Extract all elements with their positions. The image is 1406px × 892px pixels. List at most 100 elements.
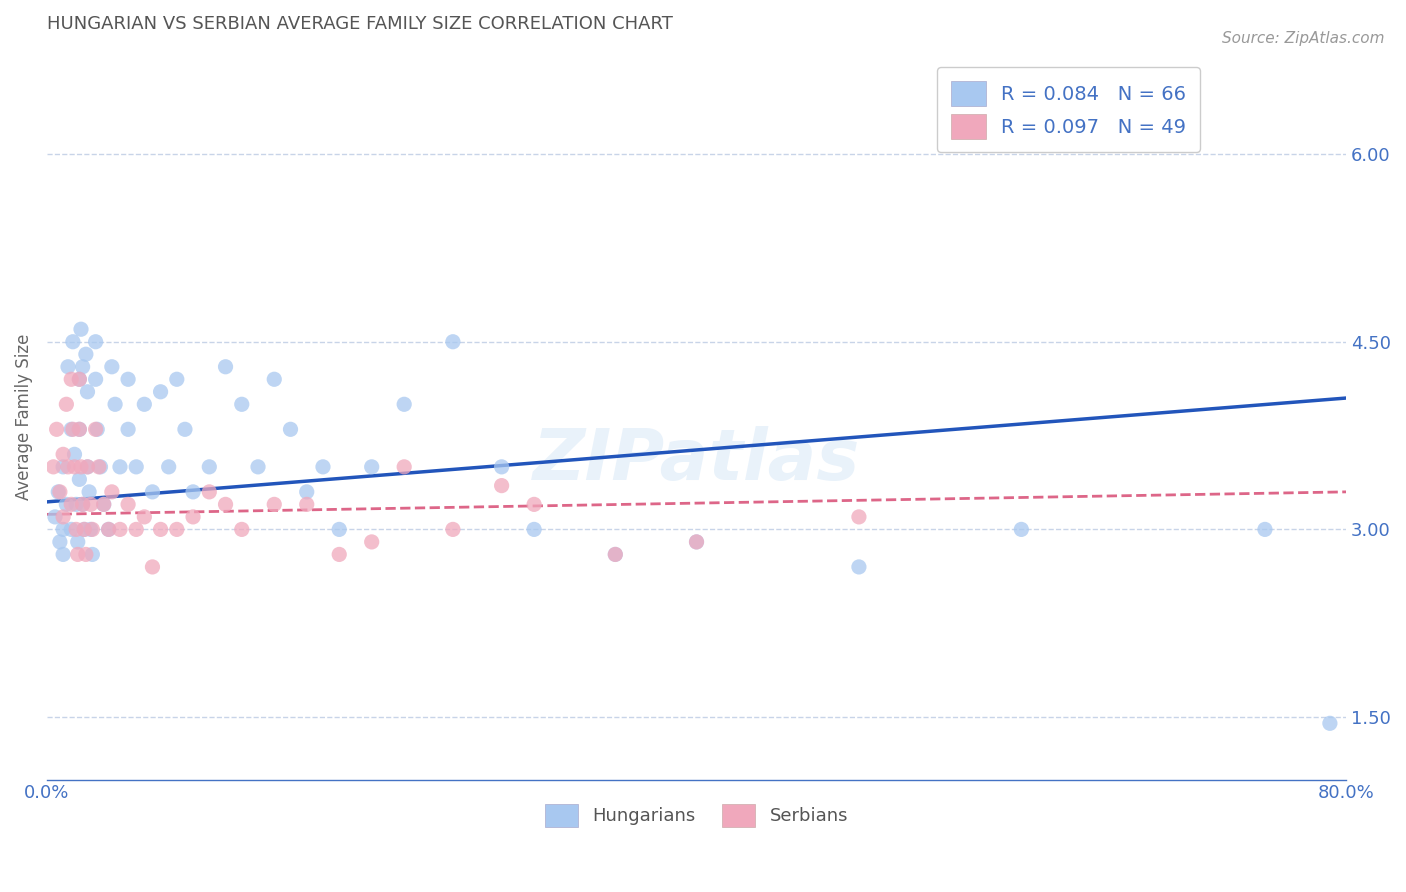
Point (108, 459, 131, 474)
Point (117, 372, 139, 386)
Point (263, 372, 285, 386)
Point (312, 459, 335, 474)
Point (149, 384, 172, 399)
Point (247, 459, 270, 474)
Point (685, 535, 707, 549)
Point (75, 347, 97, 361)
Point (42, 459, 65, 474)
Point (97, 522, 120, 536)
Point (328, 548, 350, 562)
Point (198, 484, 221, 499)
Point (80, 522, 103, 536)
Point (181, 509, 204, 524)
Point (44, 509, 66, 524)
Point (101, 484, 124, 499)
Point (231, 522, 253, 536)
Point (63, 459, 86, 474)
Point (101, 359, 124, 374)
Text: Source: ZipAtlas.com: Source: ZipAtlas.com (1222, 31, 1385, 46)
Point (392, 459, 415, 474)
Point (134, 397, 156, 411)
Point (157, 459, 180, 474)
Point (174, 422, 197, 436)
Point (181, 484, 204, 499)
Point (67, 372, 90, 386)
Point (441, 334, 464, 349)
Legend: Hungarians, Serbians: Hungarians, Serbians (536, 795, 856, 836)
Point (280, 422, 302, 436)
Point (73, 522, 96, 536)
Point (84, 372, 107, 386)
Point (66, 548, 89, 562)
Point (84, 334, 107, 349)
Point (97, 522, 120, 536)
Point (295, 484, 318, 499)
Point (214, 497, 236, 511)
Point (52, 548, 75, 562)
Point (55, 497, 77, 511)
Point (60, 497, 83, 511)
Point (72, 497, 94, 511)
Point (491, 459, 513, 474)
Point (56, 359, 79, 374)
Point (117, 422, 139, 436)
Text: HUNGARIAN VS SERBIAN AVERAGE FAMILY SIZE CORRELATION CHART: HUNGARIAN VS SERBIAN AVERAGE FAMILY SIZE… (46, 15, 672, 33)
Point (141, 560, 163, 574)
Point (82, 548, 104, 562)
Point (141, 484, 163, 499)
Point (117, 497, 139, 511)
Point (46, 484, 69, 499)
Point (82, 522, 104, 536)
Point (360, 459, 382, 474)
Point (491, 478, 513, 492)
Point (66, 535, 89, 549)
Point (134, 509, 156, 524)
Point (1010, 522, 1032, 536)
Point (62, 422, 84, 436)
Point (76, 459, 98, 474)
Point (72, 359, 94, 374)
Point (166, 522, 188, 536)
Point (125, 459, 148, 474)
Point (52, 522, 75, 536)
Point (108, 522, 131, 536)
Point (45, 422, 67, 436)
Point (49, 484, 72, 499)
Point (1254, 522, 1277, 536)
Point (848, 560, 870, 574)
Point (52, 459, 75, 474)
Point (72, 497, 94, 511)
Point (441, 522, 464, 536)
Point (62, 334, 84, 349)
Point (166, 372, 188, 386)
Point (76, 459, 98, 474)
Point (49, 535, 72, 549)
Point (87, 459, 110, 474)
Point (65, 522, 87, 536)
Point (52, 447, 75, 461)
Point (605, 548, 627, 562)
Point (523, 522, 546, 536)
Point (70, 322, 93, 336)
Point (80, 497, 103, 511)
Point (65, 497, 87, 511)
Point (263, 497, 285, 511)
Point (73, 522, 96, 536)
Point (60, 522, 83, 536)
Point (89, 459, 111, 474)
Point (67, 472, 90, 486)
Y-axis label: Average Family Size: Average Family Size (15, 334, 32, 500)
Point (149, 522, 172, 536)
Point (231, 397, 253, 411)
Point (104, 397, 127, 411)
Point (848, 509, 870, 524)
Point (685, 535, 707, 549)
Point (84, 422, 107, 436)
Point (63, 447, 86, 461)
Text: ZIPatlas: ZIPatlas (533, 425, 860, 495)
Point (93, 497, 115, 511)
Point (52, 509, 75, 524)
Point (70, 459, 93, 474)
Point (214, 359, 236, 374)
Point (125, 522, 148, 536)
